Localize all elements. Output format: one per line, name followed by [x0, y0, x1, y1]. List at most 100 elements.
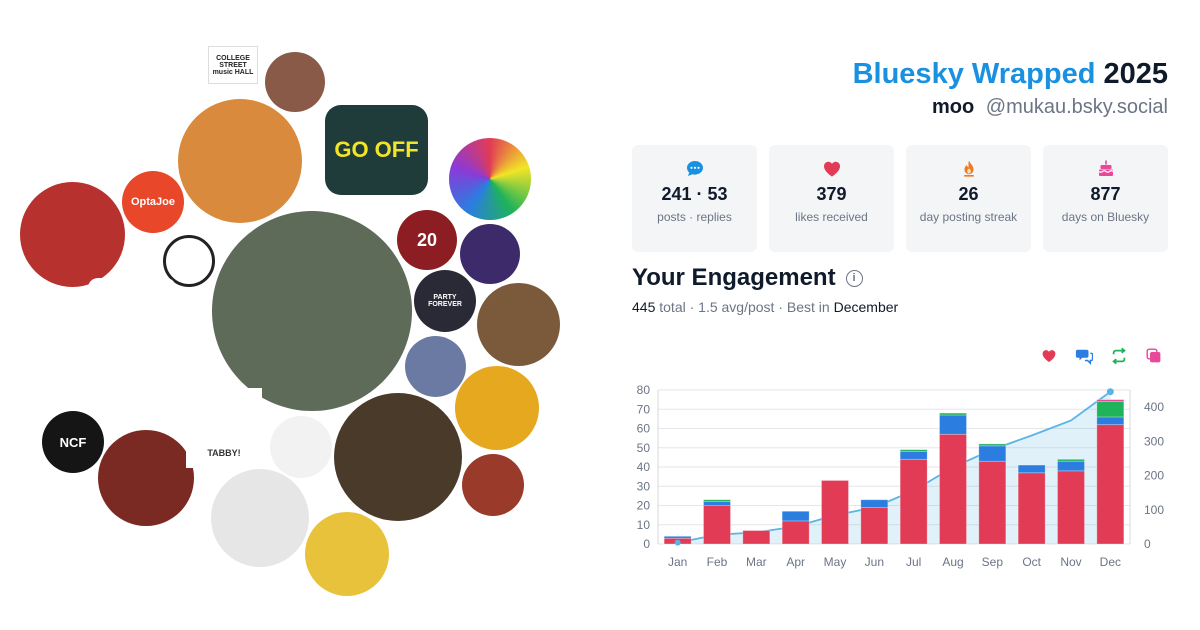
y-tick-label: 40 — [637, 460, 651, 474]
avatar-cloud: COLLEGE STREET music HALL GO OFF OptaJoe… — [20, 46, 560, 596]
bar-likes — [742, 530, 771, 545]
engagement-best-month: December — [833, 299, 899, 315]
stat-value: 877 — [1090, 184, 1121, 204]
bar-reposts — [978, 443, 1007, 447]
engagement-title-text: Your Engagement — [632, 264, 836, 291]
avatar[interactable] — [305, 512, 389, 596]
bar-replies — [899, 451, 928, 460]
quote-icon[interactable] — [1145, 347, 1163, 365]
avatar[interactable]: PARTY FOREVER — [414, 270, 476, 332]
y2-tick-label: 100 — [1144, 503, 1164, 517]
chat-bubble-icon — [685, 159, 705, 179]
avatar[interactable] — [462, 454, 524, 516]
bar-reposts — [1096, 401, 1125, 418]
bar-replies — [703, 501, 731, 506]
bar-likes — [1057, 470, 1085, 545]
bar-likes — [939, 433, 967, 545]
y-tick-label: 20 — [637, 499, 651, 513]
avatar[interactable]: 20 — [397, 210, 457, 270]
heart-icon[interactable] — [1040, 347, 1058, 365]
avatar[interactable]: NCF — [42, 411, 104, 473]
avatar[interactable] — [88, 278, 176, 418]
x-tick-label: Oct — [1022, 555, 1041, 569]
user-handle[interactable]: @mukau.bsky.social — [985, 96, 1168, 118]
avatar[interactable] — [460, 224, 520, 284]
y-tick-label: 30 — [637, 479, 651, 493]
y-tick-label: 60 — [637, 422, 651, 436]
avatar[interactable] — [211, 469, 309, 567]
avatar-label: GO OFF — [334, 137, 419, 162]
x-tick-label: Jul — [906, 555, 921, 569]
y-tick-label: 0 — [643, 537, 650, 551]
bar-replies — [860, 499, 889, 508]
bar-replies — [939, 414, 967, 435]
avatar-label: COLLEGE STREET music HALL — [212, 54, 254, 76]
engagement-avg: 1.5 avg/post — [698, 299, 775, 315]
y2-tick-label: 200 — [1144, 469, 1164, 483]
stat-value: 26 — [958, 184, 979, 204]
x-tick-label: Jan — [668, 555, 687, 569]
reply-icon[interactable] — [1075, 347, 1093, 365]
y-tick-label: 10 — [637, 518, 651, 532]
avatar-label: NCF — [59, 434, 87, 450]
avatar[interactable] — [334, 393, 462, 521]
avatar[interactable] — [98, 430, 194, 526]
engagement-total-word: total — [659, 299, 686, 315]
bar-reposts — [1057, 458, 1085, 462]
avatar[interactable] — [449, 138, 531, 220]
avatar[interactable] — [405, 336, 466, 397]
avatar[interactable] — [20, 182, 125, 287]
stat-label: day posting streak — [919, 210, 1018, 224]
stat-label: posts · replies — [657, 210, 732, 224]
avatar-label: TABBY! — [207, 447, 241, 458]
x-tick-label: Jun — [865, 555, 884, 569]
y2-tick-label: 300 — [1144, 434, 1164, 448]
bar-likes — [1096, 424, 1125, 545]
x-tick-label: Aug — [942, 555, 963, 569]
avatar[interactable]: GO OFF — [325, 105, 428, 195]
y-tick-label: 70 — [637, 402, 651, 416]
engagement-total: 445 — [632, 299, 656, 315]
x-tick-label: Feb — [707, 555, 728, 569]
bar-reposts — [899, 449, 928, 453]
repost-icon[interactable] — [1110, 347, 1128, 365]
x-tick-label: Mar — [746, 555, 767, 569]
x-tick-label: Dec — [1100, 555, 1121, 569]
user-identity: moo @mukau.bsky.social — [932, 96, 1168, 119]
avatar[interactable] — [212, 211, 412, 411]
engagement-summary: 445 total · 1.5 avg/post · Best in Decem… — [632, 299, 899, 315]
avatar[interactable] — [163, 235, 215, 287]
avatar[interactable] — [270, 416, 332, 478]
bar-likes — [899, 458, 928, 545]
avatar[interactable] — [477, 283, 560, 366]
avatar[interactable]: COLLEGE STREET music HALL — [208, 46, 258, 84]
cake-icon — [1096, 159, 1116, 179]
x-tick-label: Nov — [1060, 555, 1081, 569]
info-icon[interactable]: i — [845, 269, 863, 287]
bar-replies — [1096, 416, 1125, 426]
stat-label: days on Bluesky — [1061, 210, 1150, 224]
avatar[interactable]: TABBY! — [186, 388, 262, 468]
bar-reposts — [939, 412, 967, 416]
engagement-best-prefix: Best in — [786, 299, 830, 315]
avatar[interactable] — [178, 99, 302, 223]
y-tick-label: 80 — [637, 383, 651, 397]
bar-replies — [663, 535, 692, 539]
bar-replies — [1057, 460, 1085, 472]
stat-card-streak: 26 day posting streak — [906, 145, 1031, 252]
bar-likes — [1017, 472, 1046, 545]
title-year: 2025 — [1103, 58, 1168, 90]
avatar-label: PARTY FOREVER — [428, 294, 462, 308]
bar-likes — [821, 480, 849, 545]
x-tick-label: May — [824, 555, 847, 569]
page-title: Bluesky Wrapped 2025 — [853, 58, 1168, 91]
avatar[interactable] — [455, 366, 539, 450]
flame-icon — [959, 159, 979, 179]
cumulative-point — [1106, 388, 1114, 396]
avatar[interactable] — [265, 52, 325, 112]
y-tick-label: 50 — [637, 441, 651, 455]
bar-likes — [860, 507, 889, 545]
stat-label: likes received — [795, 210, 868, 224]
avatar[interactable]: OptaJoe — [122, 171, 184, 233]
stat-card-days: 877 days on Bluesky — [1043, 145, 1168, 252]
